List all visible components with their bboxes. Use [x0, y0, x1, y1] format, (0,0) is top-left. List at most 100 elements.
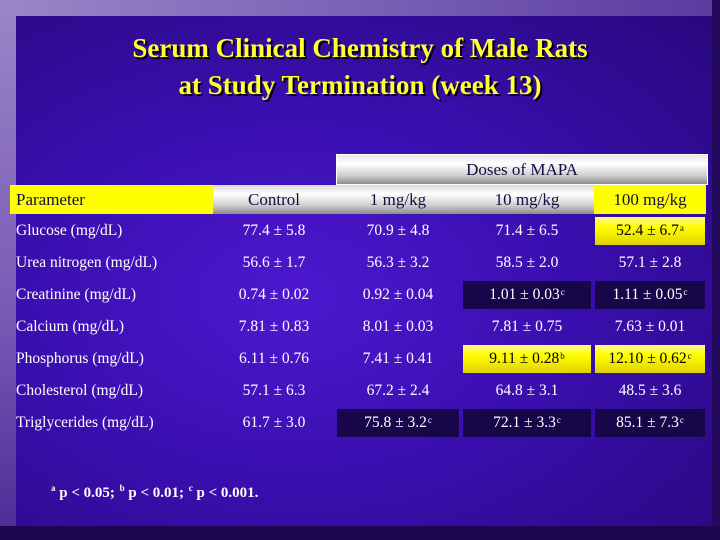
row-parameter: Phosphorus (mg/dL): [16, 350, 144, 367]
cell-value: 7.81 ± 0.83: [238, 318, 310, 335]
cell-value: 12.10 ± 0.62: [608, 350, 687, 367]
significant-shade: [595, 409, 705, 437]
cell-value: 1.01 ± 0.03: [489, 286, 560, 303]
table-cell: 57.1 ± 6.3: [214, 376, 334, 406]
significant-shade: [337, 409, 459, 437]
table-cell: 56.3 ± 3.2: [336, 248, 460, 278]
cell-value: 57.1 ± 6.3: [242, 382, 306, 399]
table-cell: 64.8 ± 3.1: [462, 376, 592, 406]
table-cell: 6.11 ± 0.76: [214, 344, 334, 374]
header-1mg: 1 mg/kg: [369, 190, 427, 209]
cell-value: 7.81 ± 0.75: [491, 318, 563, 335]
table-cell: 58.5 ± 2.0: [462, 248, 592, 278]
table-cell: 48.5 ± 3.6: [594, 376, 706, 406]
footnote: a p < 0.05; b p < 0.01; c p < 0.001.: [50, 483, 259, 502]
cell-value: 57.1 ± 2.8: [618, 254, 682, 271]
cell-value: 52.4 ± 6.7: [616, 222, 679, 239]
cell-value: 61.7 ± 3.0: [242, 414, 306, 431]
significance-mark: c: [556, 415, 561, 425]
significant-highlight: [595, 345, 705, 373]
table-cell: 7.41 ± 0.41: [336, 344, 460, 374]
table-cell: 61.7 ± 3.0: [214, 408, 334, 438]
header-control: Control: [248, 190, 300, 209]
cell-value: 7.41 ± 0.41: [362, 350, 434, 367]
table-cell: 77.4 ± 5.8: [214, 216, 334, 246]
significance-mark: c: [679, 415, 684, 425]
header-100mg: 100 mg/kg: [613, 190, 687, 209]
significance-mark: b: [560, 351, 565, 361]
table-cell: 72.1 ± 3.3c: [462, 408, 592, 438]
row-parameter: Urea nitrogen (mg/dL): [16, 254, 158, 271]
significance-mark: c: [687, 351, 692, 361]
significant-shade: [463, 281, 591, 309]
footnote-c-mark: c: [188, 483, 193, 493]
header-10mg: 10 mg/kg: [494, 190, 560, 209]
footnote-a-text: p < 0.05;: [55, 485, 119, 501]
footnote-b-mark: b: [119, 483, 125, 493]
significance-mark: c: [427, 415, 432, 425]
cell-value: 7.63 ± 0.01: [614, 318, 686, 335]
cell-value: 9.11 ± 0.28: [489, 350, 560, 367]
footnote-c-text: p < 0.001.: [192, 485, 259, 501]
table-cell: 1.01 ± 0.03c: [462, 280, 592, 310]
high-dose-header-highlight: [594, 185, 706, 214]
slide-frame-right: [712, 0, 720, 540]
cell-value: 0.92 ± 0.04: [362, 286, 434, 303]
parameter-header-highlight: [10, 185, 213, 214]
header-parameter: Parameter: [16, 190, 85, 209]
table-cell: 7.63 ± 0.01: [594, 312, 706, 342]
significant-shade: [595, 281, 705, 309]
table-cell: 67.2 ± 2.4: [336, 376, 460, 406]
table-cell: 70.9 ± 4.8: [336, 216, 460, 246]
table-cell: 85.1 ± 7.3c: [594, 408, 706, 438]
cell-value: 67.2 ± 2.4: [366, 382, 430, 399]
table-cell: 56.6 ± 1.7: [214, 248, 334, 278]
table-cell: 12.10 ± 0.62c: [594, 344, 706, 374]
cell-value: 1.11 ± 0.05: [612, 286, 683, 303]
cell-value: 8.01 ± 0.03: [362, 318, 434, 335]
slide-title-line1: Serum Clinical Chemistry of Male Rats: [132, 33, 588, 63]
cell-value: 85.1 ± 7.3: [616, 414, 679, 431]
significant-highlight: [463, 345, 591, 373]
row-parameter: Glucose (mg/dL): [16, 222, 123, 239]
table-cell: 7.81 ± 0.83: [214, 312, 334, 342]
cell-value: 77.4 ± 5.8: [242, 222, 306, 239]
cell-value: 58.5 ± 2.0: [495, 254, 559, 271]
cell-value: 56.6 ± 1.7: [242, 254, 306, 271]
doses-group-header: Doses of MAPA: [336, 154, 708, 185]
row-parameter: Calcium (mg/dL): [16, 318, 125, 335]
cell-value: 71.4 ± 6.5: [495, 222, 559, 239]
footnote-a-mark: a: [51, 483, 56, 493]
table-cell: 75.8 ± 3.2c: [336, 408, 460, 438]
row-parameter: Triglycerides (mg/dL): [16, 414, 154, 431]
table-cell: 0.74 ± 0.02: [214, 280, 334, 310]
cell-value: 6.11 ± 0.76: [239, 350, 309, 367]
significance-mark: c: [560, 287, 565, 297]
cell-value: 48.5 ± 3.6: [618, 382, 682, 399]
table-cell: 71.4 ± 6.5: [462, 216, 592, 246]
significance-mark: c: [683, 287, 688, 297]
slide-panel: [16, 16, 712, 526]
table-cell: 1.11 ± 0.05c: [594, 280, 706, 310]
significant-highlight: [595, 217, 705, 245]
row-parameter: Cholesterol (mg/dL): [16, 382, 143, 399]
table-cell: 9.11 ± 0.28b: [462, 344, 592, 374]
table-cell: 57.1 ± 2.8: [594, 248, 706, 278]
significant-shade: [463, 409, 591, 437]
significance-mark: a: [679, 223, 684, 233]
cell-value: 56.3 ± 3.2: [366, 254, 430, 271]
table-cell: 7.81 ± 0.75: [462, 312, 592, 342]
slide-title: Serum Clinical Chemistry of Male Rats at…: [0, 30, 720, 104]
cell-value: 75.8 ± 3.2: [364, 414, 427, 431]
row-parameter: Creatinine (mg/dL): [16, 286, 137, 303]
cell-value: 70.9 ± 4.8: [366, 222, 430, 239]
table-cell: 8.01 ± 0.03: [336, 312, 460, 342]
cell-value: 72.1 ± 3.3: [493, 414, 556, 431]
slide-frame-left: [0, 0, 16, 540]
cell-value: 0.74 ± 0.02: [238, 286, 310, 303]
footnote-b-text: p < 0.01;: [124, 485, 188, 501]
slide-frame-bottom: [0, 526, 720, 540]
slide-title-line2: at Study Termination (week 13): [178, 70, 542, 100]
slide-frame-top: [0, 0, 720, 16]
table-cell: 52.4 ± 6.7a: [594, 216, 706, 246]
